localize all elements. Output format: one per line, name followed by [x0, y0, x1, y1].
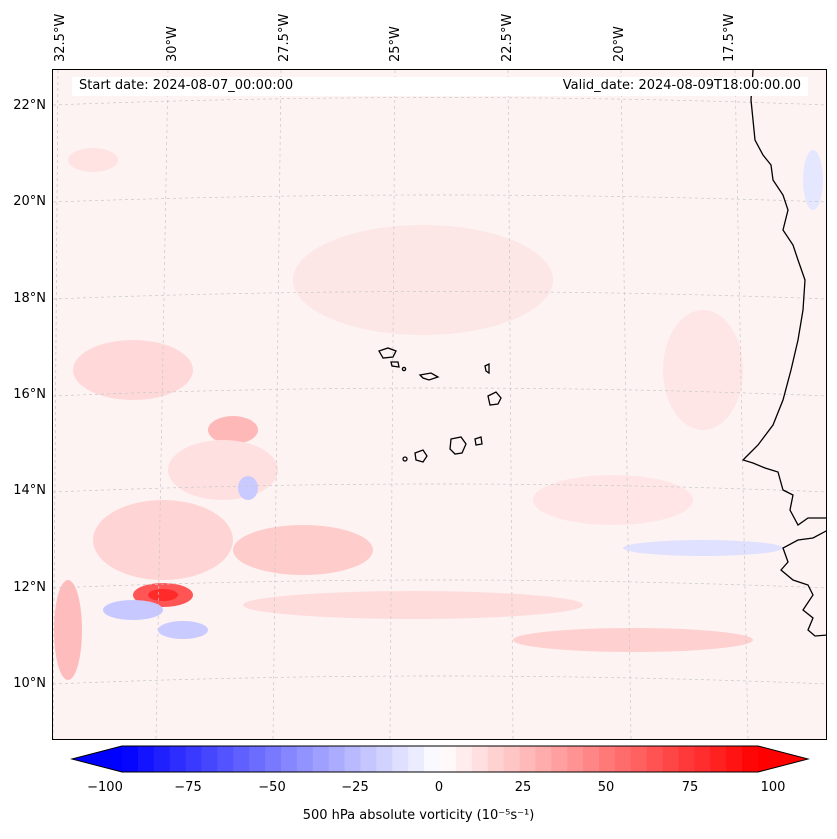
colorbar-segments: [72, 746, 808, 772]
colorbar-segment: [630, 746, 648, 772]
colorbar-segment: [726, 746, 743, 772]
colorbar-segment: [678, 746, 695, 772]
colorbar-segment: [694, 746, 711, 772]
lat-label-18n: 18°N: [13, 291, 46, 306]
colorbar-segment: [742, 746, 759, 772]
colorbar-segment: [312, 746, 330, 772]
colorbar-segment: [265, 746, 282, 772]
colorbar-segment: [583, 746, 600, 772]
colorbar-segment: [710, 746, 727, 772]
cape-verde-islands: [378, 347, 502, 463]
colorbar-segment: [392, 746, 409, 772]
colorbar-tick-25: 25: [514, 780, 532, 795]
positive-vorticity-regions: [54, 148, 753, 680]
colorbar-segment: [455, 746, 473, 772]
lat-label-22n: 22°N: [13, 98, 46, 113]
colorbar-segment: [153, 746, 171, 772]
colorbar-segment: [169, 746, 187, 772]
colorbar-outline: [70, 745, 810, 773]
colorbar-tick-neg25: −25: [341, 780, 369, 795]
lat-label-10n: 10°N: [13, 676, 46, 691]
lon-label-27-5w: 27.5°W: [277, 13, 292, 62]
colorbar-segment: [328, 746, 346, 772]
lat-label-20n: 20°N: [13, 194, 46, 209]
colorbar-segment: [296, 746, 314, 772]
date-header-band: [72, 77, 808, 96]
colorbar-tick-neg100: −100: [87, 780, 123, 795]
lat-label-12n: 12°N: [13, 580, 46, 595]
colorbar-segment: [662, 746, 679, 772]
colorbar-segment: [471, 746, 489, 772]
colorbar-tick-0: 0: [434, 780, 444, 795]
lon-label-32-5w: 32.5°W: [53, 13, 68, 62]
colorbar-segment: [281, 746, 298, 772]
colorbar-segment: [614, 746, 632, 772]
start-date-label: Start date: 2024-08-07_00:00:00: [79, 78, 294, 93]
negative-vorticity-regions: [103, 150, 823, 639]
colorbar-segment: [440, 746, 457, 772]
lon-label-17-5w: 17.5°W: [722, 13, 737, 62]
colorbar-segment: [424, 746, 441, 772]
colorbar-label: 500 hPa absolute vorticity (10⁻⁵s⁻¹): [302, 808, 535, 823]
valid-date-label: Valid_date: 2024-08-09T18:00:00.00: [562, 78, 801, 93]
colorbar-segment: [519, 746, 536, 772]
colorbar-segment: [599, 746, 616, 772]
colorbar-min-extension: [72, 746, 122, 772]
colorbar-segment: [503, 746, 520, 772]
colorbar-segment: [185, 746, 202, 772]
colorbar: [70, 745, 810, 773]
colorbar-segment: [551, 746, 568, 772]
lon-label-22-5w: 22.5°W: [500, 13, 515, 62]
colorbar-segment: [535, 746, 552, 772]
africa-coastline-south: [780, 530, 826, 637]
colorbar-tick-75: 75: [681, 780, 699, 795]
colorbar-segment: [217, 746, 234, 772]
vorticity-field: [53, 70, 826, 739]
lon-label-20w: 20°W: [612, 26, 627, 62]
colorbar-segment: [487, 746, 505, 772]
colorbar-segment: [360, 746, 377, 772]
colorbar-segment: [408, 746, 425, 772]
colorbar-tick-100: 100: [760, 780, 786, 795]
colorbar-segment: [201, 746, 218, 772]
colorbar-segment: [122, 746, 139, 772]
map-panel[interactable]: [52, 69, 827, 740]
colorbar-tick-neg50: −50: [258, 780, 286, 795]
lat-label-14n: 14°N: [13, 483, 46, 498]
colorbar-segment: [249, 746, 266, 772]
colorbar-segment: [233, 746, 250, 772]
colorbar-tick-50: 50: [597, 780, 615, 795]
lon-label-30w: 30°W: [165, 26, 180, 62]
africa-coastline: [741, 70, 826, 526]
lat-label-16n: 16°N: [13, 387, 46, 402]
lon-label-25w: 25°W: [388, 26, 403, 62]
colorbar-segment: [344, 746, 361, 772]
colorbar-max-extension: [758, 746, 808, 772]
colorbar-segment: [376, 746, 393, 772]
colorbar-segment: [567, 746, 584, 772]
colorbar-segment: [646, 746, 664, 772]
colorbar-tick-neg75: −75: [174, 780, 202, 795]
colorbar-segment: [137, 746, 155, 772]
lat-lon-gridlines: [53, 70, 826, 739]
